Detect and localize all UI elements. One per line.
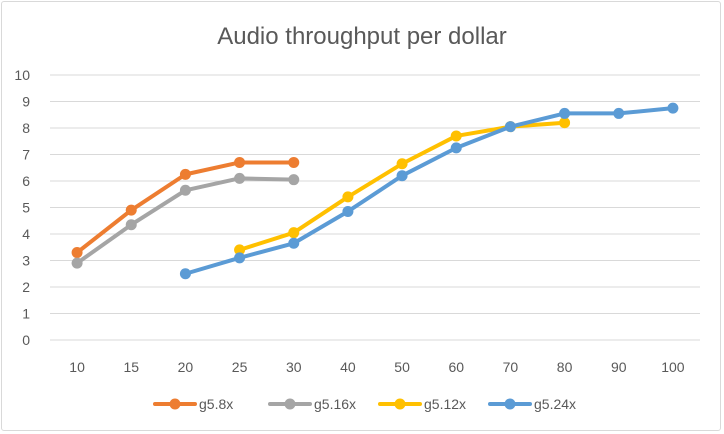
series-g5.16x — [71, 172, 300, 269]
x-axis-ticks: 10 15 20 25 30 40 50 60 70 80 90 100 — [69, 359, 685, 375]
x-tick-label: 10 — [69, 359, 85, 375]
data-point — [613, 107, 625, 119]
series-g5.8x — [71, 156, 300, 259]
chart-title: Audio throughput per dollar — [217, 23, 507, 50]
data-point — [396, 170, 408, 182]
x-tick-label: 15 — [123, 359, 139, 375]
data-point — [559, 117, 571, 129]
y-tick-label: 7 — [22, 147, 30, 163]
data-point — [504, 121, 516, 133]
legend-marker — [284, 398, 296, 410]
data-point — [125, 204, 137, 216]
data-point — [179, 268, 191, 280]
legend-marker — [169, 398, 181, 410]
data-point — [559, 107, 571, 119]
data-point — [450, 130, 462, 142]
y-tick-label: 3 — [22, 253, 30, 269]
data-point — [450, 142, 462, 154]
data-point — [234, 244, 246, 256]
data-point — [396, 158, 408, 170]
y-tick-label: 0 — [22, 332, 30, 348]
y-tick-label: 9 — [22, 94, 30, 110]
x-tick-label: 100 — [661, 359, 685, 375]
data-point — [234, 252, 246, 264]
x-tick-label: 40 — [340, 359, 356, 375]
data-point — [288, 237, 300, 249]
y-axis-ticks: 0 1 2 3 4 5 6 7 8 9 10 — [14, 67, 30, 348]
legend-item: g5.16x — [268, 396, 356, 412]
data-point — [179, 184, 191, 196]
x-tick-label: 90 — [611, 359, 627, 375]
legend-label: g5.8x — [199, 396, 233, 412]
legend-marker — [394, 398, 406, 410]
series-g5.12x — [234, 117, 571, 256]
data-point — [288, 227, 300, 239]
legend-item: g5.12x — [378, 396, 466, 412]
series-g5.24x — [179, 102, 679, 280]
legend-marker — [504, 398, 516, 410]
data-point — [179, 168, 191, 180]
y-tick-label: 10 — [14, 67, 30, 83]
legend-item: g5.24x — [488, 396, 576, 412]
x-tick-label: 25 — [232, 359, 248, 375]
series-lines — [71, 102, 679, 280]
data-point — [71, 247, 83, 259]
x-tick-label: 60 — [448, 359, 464, 375]
x-tick-label: 20 — [178, 359, 194, 375]
y-tick-label: 4 — [22, 226, 30, 242]
data-point — [288, 156, 300, 168]
series-line — [237, 120, 567, 252]
y-tick-label: 6 — [22, 173, 30, 189]
gridlines — [50, 74, 700, 341]
series-line — [183, 106, 675, 276]
data-point — [342, 191, 354, 203]
x-tick-label: 80 — [557, 359, 573, 375]
y-tick-label: 1 — [22, 306, 30, 322]
data-point — [288, 174, 300, 186]
data-point — [71, 257, 83, 269]
data-point — [234, 172, 246, 184]
y-tick-label: 5 — [22, 200, 30, 216]
x-tick-label: 30 — [286, 359, 302, 375]
y-tick-label: 2 — [22, 279, 30, 295]
data-point — [667, 102, 679, 114]
x-tick-label: 70 — [503, 359, 519, 375]
y-tick-label: 8 — [22, 120, 30, 136]
data-point — [125, 219, 137, 231]
legend-label: g5.16x — [314, 396, 356, 412]
data-point — [234, 156, 246, 168]
legend-label: g5.24x — [534, 396, 576, 412]
legend: g5.8x g5.16x g5.12x g5.24x — [153, 396, 576, 412]
legend-label: g5.12x — [424, 396, 466, 412]
legend-item: g5.8x — [153, 396, 233, 412]
data-point — [342, 205, 354, 217]
x-tick-label: 50 — [394, 359, 410, 375]
